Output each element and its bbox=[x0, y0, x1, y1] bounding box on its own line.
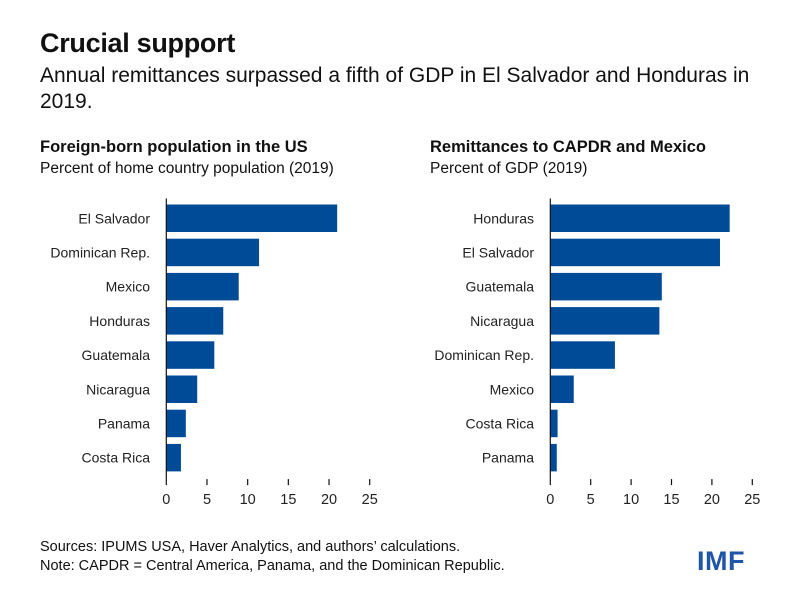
chart-title: Crucial support bbox=[40, 28, 236, 58]
x-tick-label: 0 bbox=[162, 492, 170, 508]
footer-notes: Sources: IPUMS USA, Haver Analytics, and… bbox=[40, 538, 505, 576]
x-tick-label: 10 bbox=[240, 492, 256, 508]
bar bbox=[166, 409, 186, 438]
x-tick-label: 25 bbox=[744, 492, 760, 508]
category-label: Nicaragua bbox=[86, 381, 150, 397]
bar bbox=[166, 272, 239, 301]
right-panel-title: Remittances to CAPDR and Mexico bbox=[430, 138, 706, 156]
bar bbox=[550, 409, 558, 438]
category-label: Costa Rica bbox=[466, 415, 535, 431]
imf-logo: IMF bbox=[697, 546, 745, 576]
sources-note: Sources: IPUMS USA, Haver Analytics, and… bbox=[40, 539, 461, 555]
x-tick-label: 0 bbox=[546, 492, 554, 508]
bar bbox=[166, 341, 215, 369]
x-tick-label: 25 bbox=[362, 492, 378, 508]
category-label: El Salvador bbox=[78, 210, 150, 226]
left-bar-chart: El Salvador Dominican Rep. Mexico Honduras G… bbox=[50, 198, 378, 508]
category-label: Dominican Rep. bbox=[50, 244, 150, 260]
category-label: Guatemala bbox=[466, 279, 535, 295]
bar bbox=[550, 375, 574, 403]
x-tick-label: 15 bbox=[663, 492, 679, 508]
bar bbox=[550, 341, 615, 369]
category-label: Panama bbox=[482, 450, 534, 466]
chart-subtitle: Annual remittances surpassed a fifth of … bbox=[40, 64, 750, 113]
category-label: Dominican Rep. bbox=[434, 347, 534, 363]
left-panel-subtitle: Percent of home country population (2019… bbox=[40, 160, 334, 177]
category-label: Honduras bbox=[473, 210, 534, 226]
x-tick-label: 5 bbox=[203, 492, 211, 508]
x-tick-label: 20 bbox=[321, 492, 337, 508]
category-label: El Salvador bbox=[462, 244, 534, 260]
category-label: Costa Rica bbox=[82, 450, 151, 466]
x-tick-label: 5 bbox=[587, 492, 595, 508]
bar bbox=[166, 204, 338, 232]
bar bbox=[166, 443, 181, 472]
bar bbox=[166, 238, 260, 267]
bar bbox=[550, 238, 720, 267]
bar bbox=[166, 375, 198, 403]
bar bbox=[550, 204, 730, 232]
bar bbox=[550, 272, 662, 301]
x-tick-label: 20 bbox=[704, 492, 720, 508]
category-label: Panama bbox=[98, 415, 150, 431]
category-label: Guatemala bbox=[82, 347, 151, 363]
left-panel-title: Foreign-born population in the US bbox=[40, 138, 308, 156]
x-tick-label: 15 bbox=[280, 492, 296, 508]
category-label: Mexico bbox=[490, 381, 535, 397]
x-tick-label: 10 bbox=[623, 492, 639, 508]
category-label: Nicaragua bbox=[470, 313, 534, 329]
definition-note: Note: CAPDR = Central America, Panama, a… bbox=[40, 558, 505, 574]
category-label: Mexico bbox=[106, 279, 151, 295]
right-bar-chart: Honduras El Salvador Guatemala Nicaragua Dom… bbox=[434, 198, 760, 508]
right-panel-subtitle: Percent of GDP (2019) bbox=[430, 160, 588, 177]
category-label: Honduras bbox=[89, 313, 150, 329]
bar bbox=[550, 307, 660, 335]
bar bbox=[550, 443, 557, 472]
bar bbox=[166, 307, 224, 335]
